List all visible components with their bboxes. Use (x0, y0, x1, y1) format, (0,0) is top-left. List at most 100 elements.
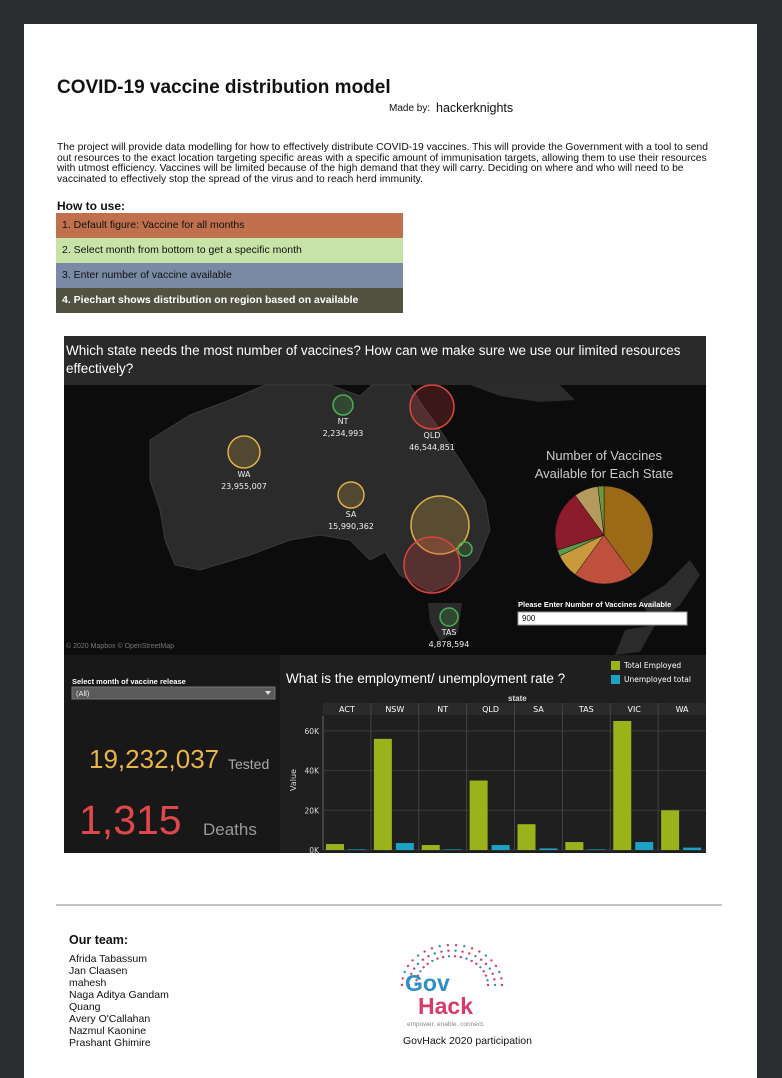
logo-dot (486, 983, 490, 987)
logo-dot (470, 947, 474, 950)
map-value: 46,544,851 (409, 443, 455, 452)
dashboard-question: Which state needs the most number of vac… (66, 343, 681, 376)
logo-dot (431, 959, 434, 963)
team-member: Quang (69, 1001, 101, 1013)
logo-dot (479, 966, 482, 969)
logo-dot (494, 964, 498, 968)
logo-dot (468, 952, 471, 955)
vaccine-input-value[interactable]: 900 (522, 614, 536, 623)
bar (395, 843, 414, 850)
logo-dot (498, 970, 501, 974)
select-arrow (265, 691, 271, 695)
logo-dot (415, 979, 418, 982)
bar (683, 847, 702, 850)
logo-caption: GovHack 2020 participation (403, 1035, 532, 1047)
logo-dot (423, 950, 426, 953)
y-tick-label: 40K (305, 767, 321, 776)
made-by-label: Made by: (389, 103, 431, 114)
pie-title: Number of Vaccines Available for Each St… (534, 448, 674, 481)
logo-dot (408, 978, 411, 981)
logo-dot (463, 945, 466, 948)
how-to-title: How to use: (57, 199, 125, 213)
bar (443, 849, 462, 850)
logo-dot (438, 945, 441, 948)
bar-title: What is the employment/ unemployment rat… (286, 671, 566, 686)
bar (421, 845, 440, 850)
logo-dot (478, 950, 481, 953)
logo-dot (491, 972, 494, 976)
description: The project will provide data modelling … (57, 142, 708, 185)
map-value: 23,955,007 (221, 482, 267, 491)
logo-dot (454, 943, 458, 947)
logo-dot (474, 955, 477, 958)
bar (539, 848, 558, 850)
x-tick-label: VIC (627, 705, 641, 714)
logo-dot (446, 943, 450, 947)
logo-dot (416, 962, 420, 966)
deaths-value: 1,315 (79, 797, 182, 843)
logo-dot (484, 962, 488, 966)
map-value: 15,990,362 (328, 522, 374, 531)
logo-dot (447, 955, 451, 958)
map-label: QLD (424, 431, 441, 440)
australia (149, 384, 491, 593)
made-by: hackerknights (436, 101, 514, 115)
month-select[interactable] (71, 686, 276, 700)
papua (470, 385, 575, 402)
vaccine-input-box[interactable] (517, 611, 688, 626)
logo-dot (433, 952, 436, 955)
team-title: Our team: (69, 933, 129, 947)
logo-dot (401, 977, 404, 980)
logo-dot (406, 964, 410, 968)
bar (517, 824, 536, 850)
logo-dot (479, 958, 483, 961)
logo-dot (416, 954, 420, 957)
x-tick-label: SA (533, 705, 544, 714)
nsw-bubble (410, 495, 470, 555)
logo-dot (400, 983, 404, 987)
x-tick-label: NSW (385, 705, 404, 714)
bar (373, 738, 392, 850)
logo-dot (441, 955, 445, 959)
logo-dot (500, 983, 504, 987)
logo-dot (419, 970, 422, 973)
logo-dot (411, 959, 414, 962)
bar (587, 849, 606, 850)
bar (348, 849, 366, 850)
pie-slice (554, 495, 605, 551)
bar (469, 780, 488, 850)
map-bubble (227, 435, 261, 469)
map-label: NT (338, 417, 349, 426)
logo-dot (493, 978, 496, 981)
pie-slice (597, 485, 605, 536)
logo-dot (475, 962, 478, 966)
team-member: Jan Claasen (69, 965, 128, 977)
map-attribution: © 2020 Mapbox © OpenStreetMap (66, 643, 174, 650)
x-tick-label: QLD (482, 705, 499, 714)
bar (635, 842, 654, 850)
map-bubble (332, 394, 354, 416)
legend-label: Total Employed (623, 661, 681, 670)
logo-dot (412, 967, 416, 970)
logo-dot (403, 970, 406, 974)
logo-dot (447, 949, 450, 952)
team-member: Naga Aditya Gandam (69, 989, 169, 1001)
logo-dot (500, 977, 503, 980)
page-title: COVID-19 vaccine distribution model (57, 77, 391, 98)
map-label: SA (346, 510, 357, 519)
logo-dot (453, 955, 457, 958)
tested-value: 19,232,037 (89, 744, 220, 774)
map-label: WA (238, 470, 251, 479)
bar (565, 842, 584, 850)
month-filter-value[interactable]: (All) (76, 689, 90, 698)
pie-slice (603, 485, 654, 575)
month-filter-label: Select month of vaccine release (72, 677, 186, 686)
step: 3. Enter number of vaccine available (56, 263, 403, 288)
logo-dot (488, 967, 492, 970)
logo-gov: Gov (405, 970, 450, 996)
logo-dot (407, 983, 411, 987)
step: 2. Select month from bottom to get a spe… (56, 238, 403, 263)
tested-label: Tested (228, 756, 270, 772)
map-value: 2,234,993 (323, 429, 364, 438)
